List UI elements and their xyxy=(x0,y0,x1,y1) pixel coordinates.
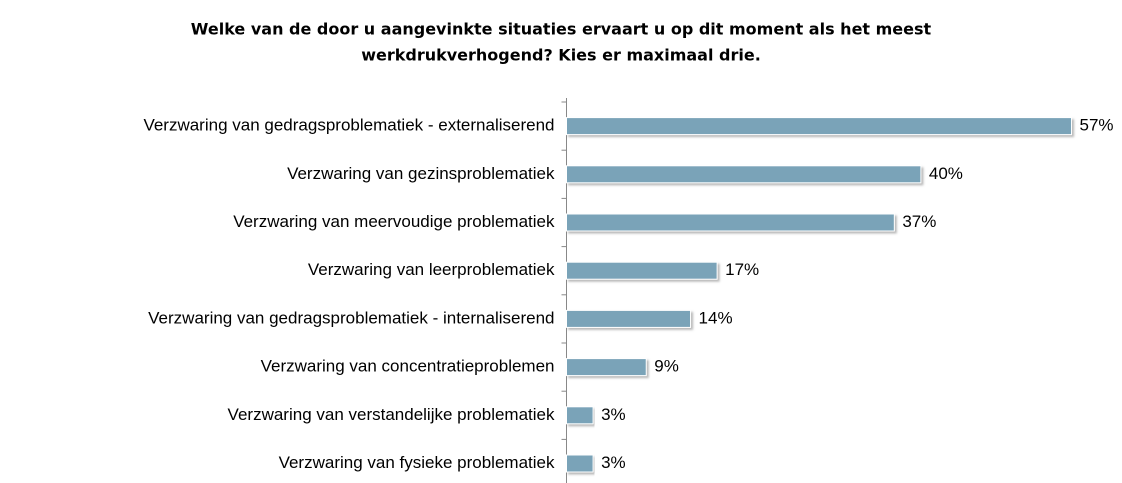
chart-title: Welke van de door u aangevinkte situatie… xyxy=(191,20,932,39)
data-label: 3% xyxy=(601,405,626,424)
bar xyxy=(566,213,895,232)
bar xyxy=(566,165,922,184)
y-tick-label: Verzwaring van leerproblematiek xyxy=(308,260,555,279)
bar xyxy=(566,454,594,473)
y-tick-label: Verzwaring van concentratieproblemen xyxy=(261,357,555,376)
y-tick-label: Verzwaring van gedragsproblematiek - ext… xyxy=(143,116,554,135)
data-label: 9% xyxy=(654,357,679,376)
data-label: 37% xyxy=(902,212,936,231)
bar xyxy=(566,117,1073,136)
data-label: 17% xyxy=(725,260,759,279)
bar xyxy=(566,309,692,328)
bar xyxy=(566,358,647,377)
chart-title: werkdrukverhogend? Kies er maximaal drie… xyxy=(361,46,761,65)
data-label: 57% xyxy=(1080,116,1114,135)
y-tick-label: Verzwaring van verstandelijke problemati… xyxy=(228,405,555,424)
data-label: 40% xyxy=(929,164,963,183)
y-tick-label: Verzwaring van gezinsproblematiek xyxy=(287,164,555,183)
y-tick-label: Verzwaring van gedragsproblematiek - int… xyxy=(148,308,554,327)
y-tick-label: Verzwaring van meervoudige problematiek xyxy=(233,212,555,231)
y-tick-label: Verzwaring van fysieke problematiek xyxy=(279,453,555,472)
data-label: 3% xyxy=(601,453,626,472)
bar xyxy=(566,261,718,280)
data-label: 14% xyxy=(699,308,733,327)
bar xyxy=(566,406,594,425)
